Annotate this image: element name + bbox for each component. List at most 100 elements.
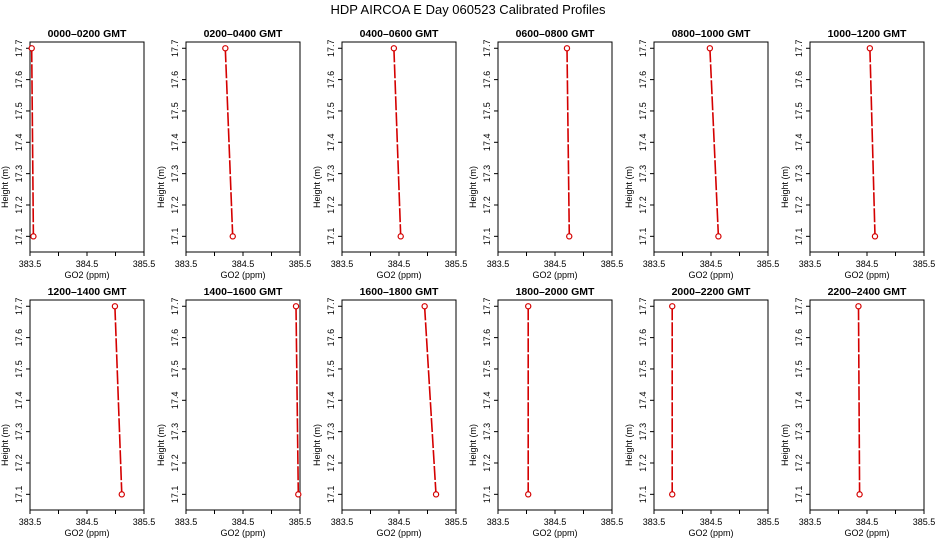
plot-frame <box>809 41 925 253</box>
profile-line <box>423 306 437 495</box>
y-tick-label: 17.5 <box>14 360 24 378</box>
profile-panel: 0000–0200 GMT 383.5 384.5 385.5 GO2 (ppm) 17.… <box>0 28 155 280</box>
data-point <box>669 491 676 498</box>
y-tick-label: 17.4 <box>794 392 804 410</box>
y-tick-label: 17.7 <box>638 298 648 316</box>
profile-line <box>857 306 861 495</box>
x-tick-label: 383.5 <box>487 259 510 269</box>
profile-line <box>295 306 300 495</box>
x-axis-label: GO2 (ppm) <box>844 528 889 538</box>
x-tick-label: 383.5 <box>175 259 198 269</box>
y-axis-label: Height (m) <box>624 424 634 466</box>
panel-title: 1200–1400 GMT <box>48 286 127 298</box>
y-tick-label: 17.6 <box>638 329 648 347</box>
x-tick-label: 383.5 <box>175 517 198 527</box>
profile-line <box>224 48 234 237</box>
y-tick-label: 17.6 <box>170 71 180 89</box>
x-axis-label: GO2 (ppm) <box>532 270 577 280</box>
y-axis-label: Height (m) <box>624 166 634 208</box>
panel-title: 2200–2400 GMT <box>828 286 907 298</box>
x-axis-label: GO2 (ppm) <box>220 528 265 538</box>
x-tick-label: 384.5 <box>76 259 99 269</box>
x-tick-label: 383.5 <box>799 517 822 527</box>
y-tick-label: 17.7 <box>638 40 648 58</box>
panel-title: 0200–0400 GMT <box>204 28 283 40</box>
x-tick-label: 384.5 <box>388 517 411 527</box>
x-tick-label: 383.5 <box>19 259 42 269</box>
x-axis-label: GO2 (ppm) <box>688 270 733 280</box>
y-axis-label: Height (m) <box>0 424 10 466</box>
y-tick-label: 17.4 <box>794 134 804 152</box>
data-point <box>390 45 398 52</box>
x-tick-label: 383.5 <box>643 259 666 269</box>
plot-frame <box>341 41 457 253</box>
y-tick-label: 17.2 <box>326 454 336 472</box>
y-tick-label: 17.6 <box>326 71 336 89</box>
y-tick-label: 17.1 <box>482 228 492 246</box>
profile-panel: 0200–0400 GMT 383.5 384.5 385.5 GO2 (ppm) 17.… <box>156 28 311 280</box>
y-tick-label: 17.1 <box>638 486 648 504</box>
profile-line <box>114 306 123 495</box>
data-point <box>871 233 879 240</box>
y-tick-label: 17.4 <box>326 392 336 410</box>
y-axis-label: Height (m) <box>156 424 166 466</box>
y-tick-label: 17.5 <box>482 360 492 378</box>
y-tick-label: 17.5 <box>482 102 492 120</box>
x-axis-label: GO2 (ppm) <box>844 270 889 280</box>
profile-panel: 1600–1800 GMT 383.5 384.5 385.5 GO2 (ppm) 17.… <box>312 286 467 538</box>
y-tick-label: 17.7 <box>170 298 180 316</box>
profile-panel: 1800–2000 GMT 383.5 384.5 385.5 GO2 (ppm) 17.… <box>468 286 623 538</box>
data-point <box>669 303 676 310</box>
profile-panel: 1200–1400 GMT 383.5 384.5 385.5 GO2 (ppm) 17.… <box>0 286 155 538</box>
y-axis-label: Height (m) <box>312 424 322 466</box>
x-tick-label: 385.5 <box>601 517 624 527</box>
y-tick-label: 17.6 <box>482 329 492 347</box>
x-tick-label: 383.5 <box>19 517 42 527</box>
data-point <box>397 233 404 240</box>
y-tick-label: 17.3 <box>326 165 336 183</box>
x-tick-label: 384.5 <box>856 517 879 527</box>
y-tick-label: 17.1 <box>482 486 492 504</box>
x-axis-label: GO2 (ppm) <box>64 528 109 538</box>
data-point <box>715 233 722 240</box>
y-tick-label: 17.2 <box>482 196 492 214</box>
y-tick-label: 17.1 <box>170 486 180 504</box>
plot-frame <box>653 299 769 511</box>
x-tick-label: 383.5 <box>331 259 354 269</box>
data-point <box>222 45 229 52</box>
y-tick-label: 17.2 <box>14 454 24 472</box>
x-tick-label: 383.5 <box>331 517 354 527</box>
panel-title: 0600–0800 GMT <box>516 28 595 40</box>
profile-panel: 0400–0600 GMT 383.5 384.5 385.5 GO2 (ppm) 17.… <box>312 28 467 280</box>
x-tick-label: 383.5 <box>643 517 666 527</box>
x-tick-label: 385.5 <box>757 259 780 269</box>
data-point <box>229 233 236 240</box>
y-tick-label: 17.7 <box>14 40 24 58</box>
panel-title: 2000–2200 GMT <box>672 286 751 298</box>
y-tick-label: 17.3 <box>482 165 492 183</box>
y-tick-label: 17.2 <box>638 454 648 472</box>
plot-frame <box>809 299 925 511</box>
y-tick-label: 17.3 <box>638 423 648 441</box>
y-tick-label: 17.4 <box>14 134 24 152</box>
profile-panel: 2000–2200 GMT 383.5 384.5 385.5 GO2 (ppm) 17.… <box>624 286 779 538</box>
panel-title: 1600–1800 GMT <box>360 286 439 298</box>
x-tick-label: 384.5 <box>388 259 411 269</box>
x-axis-label: GO2 (ppm) <box>532 528 577 538</box>
y-tick-label: 17.4 <box>638 392 648 410</box>
y-tick-label: 17.5 <box>638 360 648 378</box>
y-tick-label: 17.2 <box>482 454 492 472</box>
y-tick-label: 17.1 <box>326 228 336 246</box>
x-tick-label: 384.5 <box>856 259 879 269</box>
x-tick-label: 385.5 <box>289 517 312 527</box>
y-axis-label: Height (m) <box>468 166 478 208</box>
y-tick-label: 17.3 <box>482 423 492 441</box>
x-axis-label: GO2 (ppm) <box>220 270 265 280</box>
panel-title: 0000–0200 GMT <box>48 28 127 40</box>
y-tick-label: 17.5 <box>170 360 180 378</box>
profile-line <box>393 48 402 237</box>
plot-frame <box>29 41 145 253</box>
profile-line <box>709 48 720 237</box>
profile-panel: 0600–0800 GMT 383.5 384.5 385.5 GO2 (ppm) 17.… <box>468 28 623 280</box>
data-point <box>292 303 300 310</box>
